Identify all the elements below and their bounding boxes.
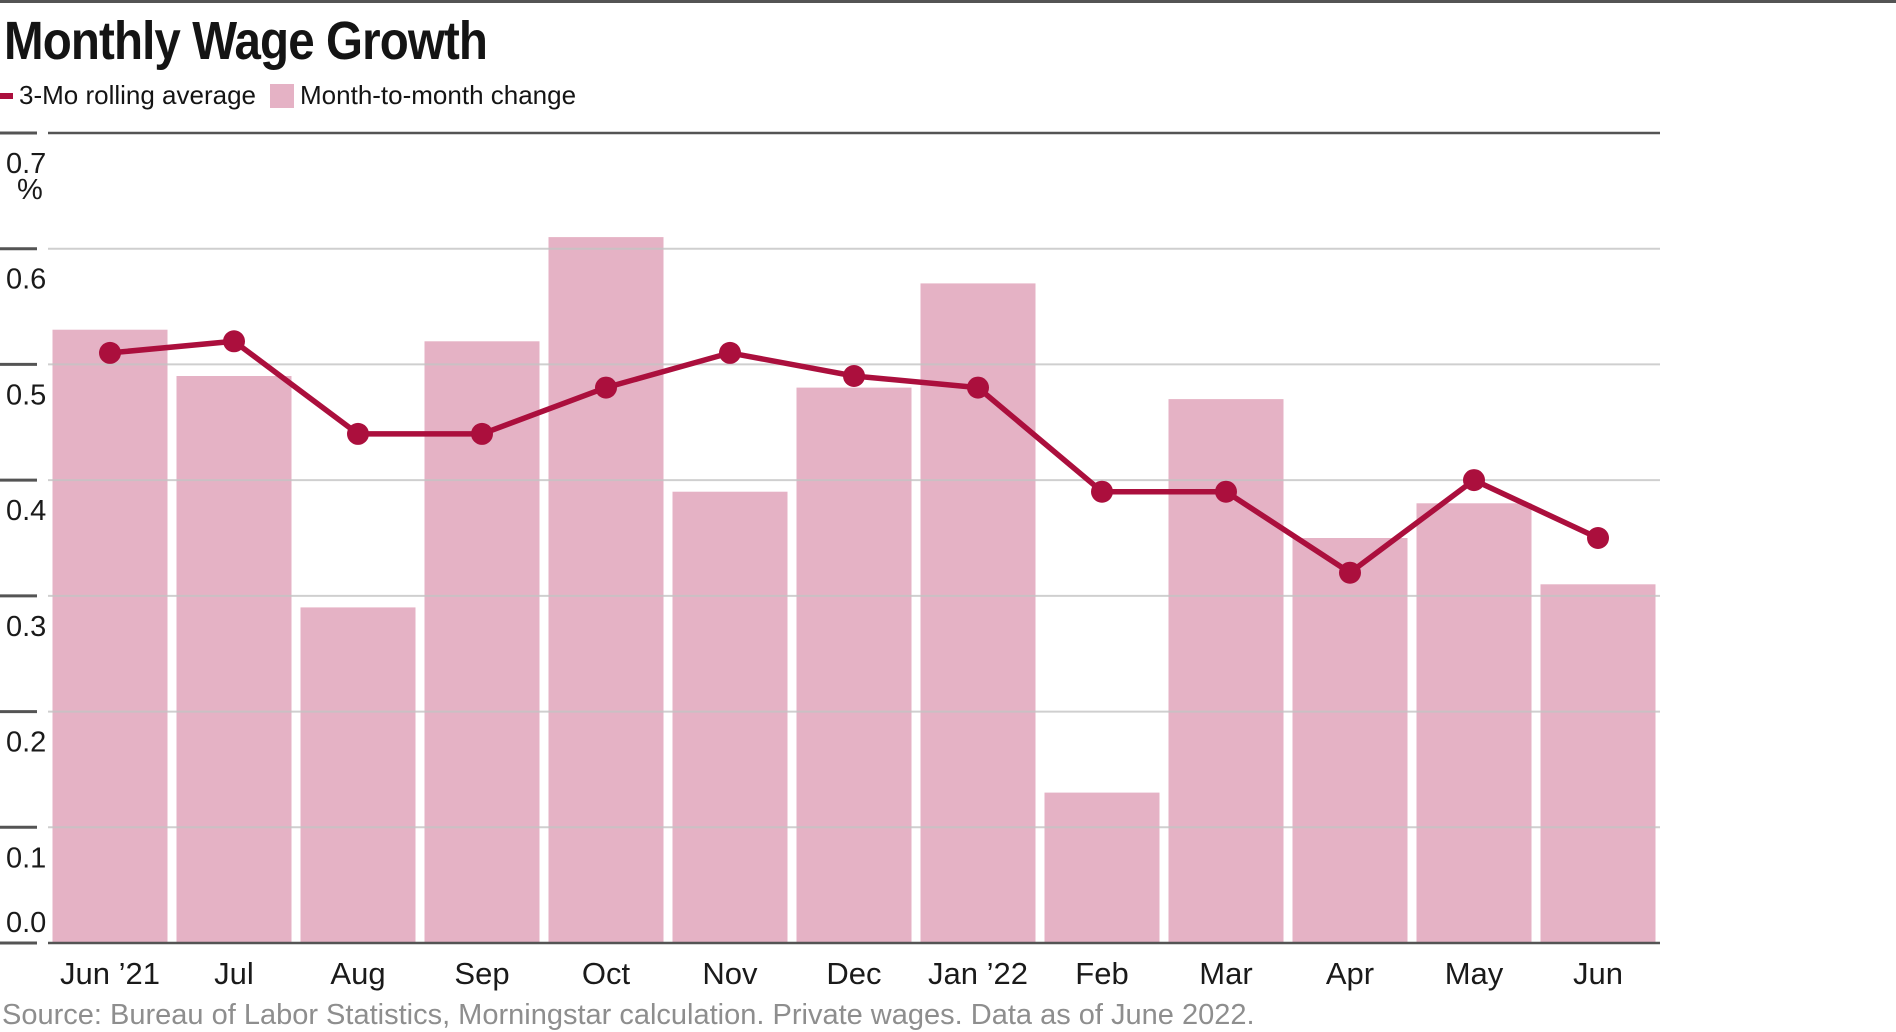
rolling-average-point-11 (1339, 561, 1361, 584)
bar-month-to-month-9 (1044, 792, 1160, 943)
rolling-average-point-5 (595, 376, 617, 399)
rolling-average-point-10 (1215, 480, 1237, 503)
x-axis-label: Oct (582, 956, 631, 991)
rolling-average-point-3 (347, 422, 369, 445)
y-axis-unit-label: % (17, 174, 43, 206)
y-axis-label: 0.4 (6, 495, 46, 527)
y-axis-label: 0.6 (6, 264, 46, 296)
x-axis-label: Jun (1573, 956, 1623, 991)
rolling-average-point-7 (843, 365, 865, 387)
x-axis-label: Nov (702, 956, 758, 991)
chart-legend: 3-Mo rolling average Month-to-month chan… (0, 80, 576, 111)
y-axis-label: 0.5 (6, 379, 46, 411)
rolling-average-point-8 (967, 376, 989, 399)
bar-month-to-month-3 (300, 607, 416, 943)
source-note: Source: Bureau of Labor Statistics, Morn… (2, 999, 1255, 1031)
rolling-average-point-1 (99, 341, 121, 364)
legend-item-month-change: Month-to-month change (270, 80, 576, 111)
legend-bar-label: Month-to-month change (300, 80, 577, 110)
page-title: Monthly Wage Growth (4, 11, 488, 71)
x-axis-label: May (1445, 956, 1504, 991)
rolling-average-point-6 (719, 341, 741, 364)
bar-month-to-month-13 (1540, 584, 1656, 943)
rolling-average-point-4 (471, 422, 493, 445)
top-border (0, 0, 1896, 3)
x-axis-label: Jun ’21 (60, 956, 160, 991)
line-swatch-icon (0, 92, 13, 99)
x-axis-label: Sep (454, 956, 509, 991)
x-axis-label: Mar (1199, 956, 1252, 991)
y-axis-label: 0.1 (6, 842, 46, 874)
x-axis-label: Dec (826, 956, 881, 991)
bar-month-to-month-12 (1416, 503, 1532, 943)
rolling-average-point-9 (1091, 480, 1113, 503)
rolling-average-point-2 (223, 330, 245, 353)
bar-month-to-month-5 (548, 237, 664, 944)
x-axis-label: Apr (1326, 956, 1374, 991)
x-axis-label: Jul (214, 956, 254, 991)
bar-month-to-month-7 (796, 387, 912, 944)
bar-month-to-month-6 (672, 491, 788, 943)
rolling-average-point-13 (1587, 527, 1609, 549)
rolling-average-point-12 (1463, 469, 1485, 492)
y-axis-label: 0.7 (6, 148, 46, 180)
bar-month-to-month-11 (1292, 538, 1408, 943)
x-axis-label: Aug (330, 956, 385, 991)
bar-swatch-icon (270, 83, 295, 108)
y-axis-label: 0.2 (6, 727, 46, 759)
x-axis-label: Jan ’22 (928, 956, 1028, 991)
bar-month-to-month-2 (176, 376, 292, 943)
bar-month-to-month-1 (52, 329, 168, 943)
legend-item-rolling-average: 3-Mo rolling average (0, 80, 256, 111)
x-axis-label: Feb (1075, 956, 1128, 991)
y-axis-label: 0.0 (6, 907, 46, 939)
y-axis-label: 0.3 (6, 611, 46, 643)
legend-line-label: 3-Mo rolling average (19, 80, 257, 110)
